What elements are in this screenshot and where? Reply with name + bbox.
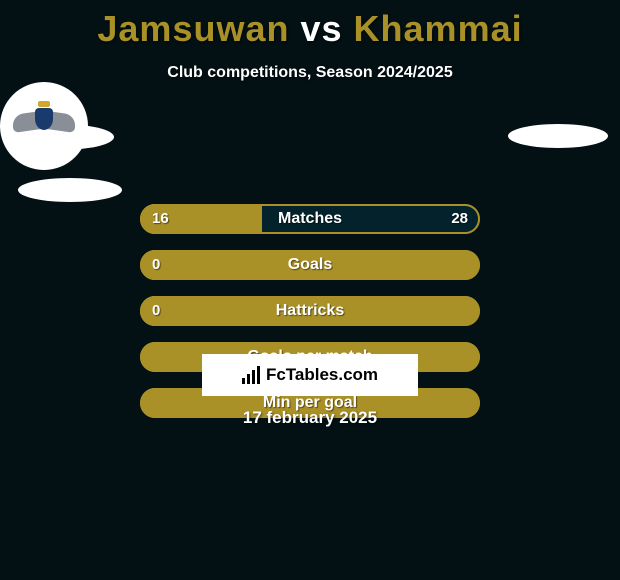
stat-label: Hattricks <box>140 296 480 326</box>
stat-row: 0Goals <box>0 250 620 280</box>
player2-club-badge-top <box>508 124 608 148</box>
stat-label: Matches <box>140 204 480 234</box>
stat-row: 1628Matches <box>0 204 620 234</box>
title-player1: Jamsuwan <box>97 8 289 49</box>
comparison-date: 17 february 2025 <box>0 408 620 428</box>
footer-brand-text: FcTables.com <box>266 365 378 385</box>
fctables-logo: FcTables.com <box>242 365 378 385</box>
player1-club-badge-bottom <box>18 178 122 202</box>
footer-brand-box: FcTables.com <box>202 354 418 396</box>
player2-club-badge-bottom: BANGKOK UNITED <box>0 82 88 170</box>
club-logo-icon <box>13 108 75 136</box>
stat-label: Goals <box>140 250 480 280</box>
title-vs: vs <box>300 8 342 49</box>
bars-icon <box>242 366 262 384</box>
stat-row: 0Hattricks <box>0 296 620 326</box>
season-subtitle: Club competitions, Season 2024/2025 <box>0 64 620 82</box>
comparison-title: Jamsuwan vs Khammai <box>0 0 620 50</box>
title-player2: Khammai <box>354 8 523 49</box>
